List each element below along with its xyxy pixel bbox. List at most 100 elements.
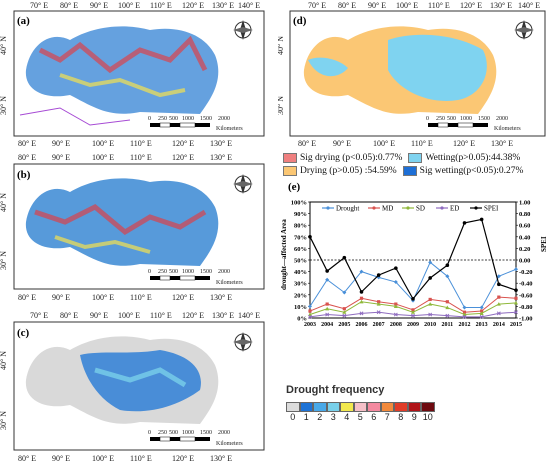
map-a-hotspots [38,35,208,74]
chart-axes: 0% 10% 20% 30% 40% 50% 60% 70% 80% 90% 100% -1.00 -0… [280,200,548,329]
frequency-swatch-3 [326,402,340,412]
point-md [480,309,484,313]
trend-legend-row-2: Drying (p>0.05) :54.59% Sig wetting(p<0.… [283,166,548,176]
map-c-blon-5: 120° E [172,454,194,463]
point-md [325,302,329,306]
frequency-value-3: 3 [330,412,336,422]
y-left-tick-label: 80% [294,223,307,230]
map-c-scale-5: 2000 [218,430,230,436]
map-a-blon-6: 130° E [210,139,232,148]
map-a-lat-2: 30° N [0,96,8,115]
x-tick-label: 2007 [373,322,385,328]
map-d-label: (d) [293,15,307,27]
x-tick-label: 2014 [493,322,505,328]
map-b-lon-1: 80° E [18,153,36,162]
point-md [445,300,449,304]
point-md [394,302,398,306]
point-spei [445,263,450,268]
map-d-lon-3: 90° E [368,1,386,10]
map-a-blon-2: 90° E [52,139,70,148]
point-drought [496,274,501,279]
point-drought [445,274,450,279]
map-a-lon-5: 110° E [150,1,172,10]
point-spei [428,276,432,280]
map-d-wetting-west [308,57,348,77]
y-left-tick-label: 40% [294,269,307,276]
map-a-svg: (a) 70° E 80° E 90° E 100° E 110° E 120°… [0,1,265,148]
x-tick-label: 2004 [321,322,333,328]
x-tick-label: 2006 [356,322,368,328]
y-right-tick-label: -0.20 [519,269,533,276]
map-d-lon-4: 100° E [396,1,418,10]
map-a-scale-unit: Kilometers [216,126,243,132]
point-spei [342,255,347,260]
map-d-scale-4: 1500 [478,116,490,122]
map-d-lon-2: 80° E [338,1,356,10]
legend-label-ed: ED [450,205,459,213]
point-ed [479,314,484,319]
map-b-scale-1: 250 [158,269,167,275]
y-right-tick-label: 0.80 [519,211,530,218]
point-spei [359,290,364,294]
map-b-blon-2: 90° E [52,293,70,302]
map-c-wet [80,350,201,412]
frequency-swatch-0 [286,402,300,412]
legend-sig-drying: Sig drying (p<0.05):0.77% [283,153,402,163]
frequency-value-5: 5 [357,412,363,422]
map-c-blon-1: 80° E [18,454,36,463]
point-md [428,297,432,302]
y-left-tick-label: 100% [291,200,307,207]
point-drought [428,260,433,265]
x-tick-label: 2015 [510,322,522,328]
map-b-blon-3: 100° E [92,293,114,302]
chart-legend: Drought MD SD ED SPEI [322,205,499,213]
x-tick-label: 2010 [424,322,436,328]
map-c-lon-5: 110° E [150,311,172,320]
map-b-compass-icon [233,174,253,194]
point-spei [376,273,381,277]
point-ed [393,312,398,317]
point-spei [514,288,518,292]
map-b-lon-4: 110° E [130,153,152,162]
frequency-legend-title: Drought frequency [286,384,385,396]
point-md [514,296,518,300]
map-d-blon-3: 100° E [373,139,395,148]
map-b-lat-2: 30° N [0,251,8,270]
map-d-scale-3: 1000 [460,116,472,122]
legend-label-spei: SPEI [484,205,499,213]
y-right-tick-label: -1.00 [519,316,533,323]
frequency-colorbar [286,402,435,412]
map-c-scale-3: 1000 [182,430,194,436]
frequency-value-9: 9 [411,412,417,422]
map-a-blon-3: 100° E [92,139,114,148]
map-d-compass-icon [514,20,534,40]
legend-label-md: MD [382,205,393,213]
map-c-compass-icon [233,332,253,352]
point-sd [514,300,518,305]
map-c-scale-unit: Kilometers [216,441,243,447]
map-a-blon-1: 80° E [18,139,36,148]
map-panel-c: (c) 70° E 80° E 90° E 100° E 110° E 120°… [0,310,270,465]
point-sd [496,302,501,306]
frequency-swatch-7 [380,402,394,412]
legend-label-drought: Drought [336,205,359,213]
frequency-swatch-10 [421,402,435,412]
map-a-label: (a) [17,15,30,27]
frequency-swatch-9 [407,402,421,412]
map-c-lon-8: 140° E [238,311,260,320]
point-ed [514,310,518,315]
y-right-tick-label: -0.40 [519,281,533,288]
x-tick-label: 2005 [338,322,350,328]
map-d-scale-1: 250 [436,116,445,122]
wetting-swatch [408,153,423,163]
drying-text: Drying (p>0.05) :54.59% [300,166,397,176]
map-c-scale-0: 0 [148,430,151,436]
point-sd [428,302,433,306]
legend-marker-spei [474,206,478,210]
map-c-lon-4: 100° E [118,311,140,320]
map-c-lat-2: 30° N [0,411,8,430]
map-a-mid [59,73,186,98]
frequency-swatch-8 [394,402,408,412]
map-b-lon-6: 130° E [210,153,232,162]
map-d-blon-5: 120° E [453,139,475,148]
